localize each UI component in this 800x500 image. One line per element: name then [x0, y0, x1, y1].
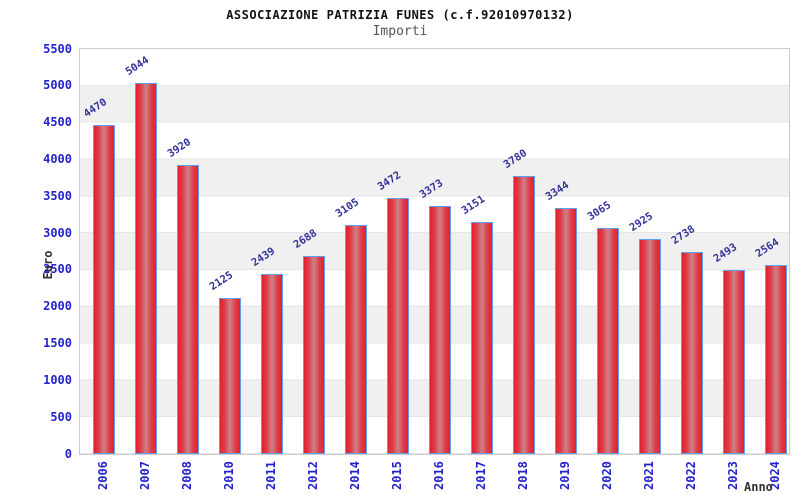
bar-2024	[765, 265, 787, 454]
y-tick-label: 1000	[43, 372, 72, 387]
x-tick-label: 2021	[642, 461, 656, 490]
y-tick-label: 5500	[43, 41, 72, 56]
bar-value-label: 3151	[459, 193, 488, 217]
x-axis-title: Anno	[744, 480, 773, 494]
x-tick-label: 2008	[180, 461, 194, 490]
bar-value-label: 3344	[543, 179, 572, 203]
x-tick-label: 2023	[726, 461, 740, 490]
y-tick-label: 0	[64, 446, 72, 461]
bar-2007	[135, 83, 157, 454]
x-tick-label: 2020	[600, 461, 614, 490]
x-tick-label: 2006	[96, 461, 110, 490]
x-tick-label: 2017	[474, 461, 488, 490]
bar-2022	[681, 252, 703, 454]
x-tick-label: 2019	[558, 461, 572, 490]
bar-value-label: 2564	[753, 236, 782, 260]
bar-2012	[303, 256, 325, 454]
bar-value-label: 2738	[669, 223, 698, 247]
bar-2015	[387, 198, 409, 454]
x-tick-label: 2007	[138, 461, 152, 490]
y-tick-label: 2000	[43, 299, 72, 314]
bar-2006	[93, 125, 115, 454]
y-tick-label: 5000	[43, 78, 72, 93]
bar-2018	[513, 176, 535, 454]
y-tick-label: 1500	[43, 336, 72, 351]
x-tick-label: 2014	[348, 461, 362, 490]
bar-value-label: 3105	[333, 196, 362, 220]
bar-value-label: 3780	[501, 147, 530, 171]
bar-value-label: 2439	[249, 245, 278, 269]
y-axis-title: Euro	[41, 250, 55, 280]
x-tick-label: 2022	[684, 461, 698, 490]
chart-title: ASSOCIAZIONE PATRIZIA FUNES (c.f.9201097…	[226, 8, 574, 22]
bar-value-label: 3920	[165, 136, 194, 160]
bar-2021	[639, 239, 661, 454]
bar-2020	[597, 228, 619, 454]
bar-value-label: 5044	[123, 54, 152, 78]
x-tick-label: 2012	[306, 461, 320, 490]
y-tick-label: 3000	[43, 225, 72, 240]
y-tick-label: 4000	[43, 151, 72, 166]
x-tick-label: 2015	[390, 461, 404, 490]
bar-2017	[471, 222, 493, 454]
bar-value-label: 3373	[417, 177, 446, 201]
x-tick-label: 2010	[222, 461, 236, 490]
x-tick-label: 2016	[432, 461, 446, 490]
bar-2008	[177, 165, 199, 454]
x-tick-label: 2018	[516, 461, 530, 490]
y-tick-label: 500	[50, 409, 72, 424]
bar-2010	[219, 298, 241, 454]
bar-2019	[555, 208, 577, 454]
bar-value-label: 2493	[711, 241, 740, 265]
bar-value-label: 3472	[375, 169, 404, 193]
bar-value-label: 3065	[585, 199, 614, 223]
chart-subtitle: Importi	[372, 24, 428, 39]
bar-2023	[723, 270, 745, 454]
y-tick-label: 2500	[43, 262, 72, 277]
y-tick-label: 3500	[43, 188, 72, 203]
bar-2011	[261, 274, 283, 454]
bar-2016	[429, 206, 451, 454]
plot-area: 4470 5044 3920 2125 2439 2688 3105 3472 3373 3151…	[79, 48, 790, 455]
x-tick-label: 2011	[264, 461, 278, 490]
bar-2014	[345, 225, 367, 454]
y-tick-label: 4500	[43, 115, 72, 130]
bar-value-label: 4470	[81, 96, 110, 120]
bar-value-label: 2688	[291, 227, 320, 251]
bar-value-label: 2925	[627, 210, 656, 234]
bar-value-label: 2125	[207, 269, 236, 293]
